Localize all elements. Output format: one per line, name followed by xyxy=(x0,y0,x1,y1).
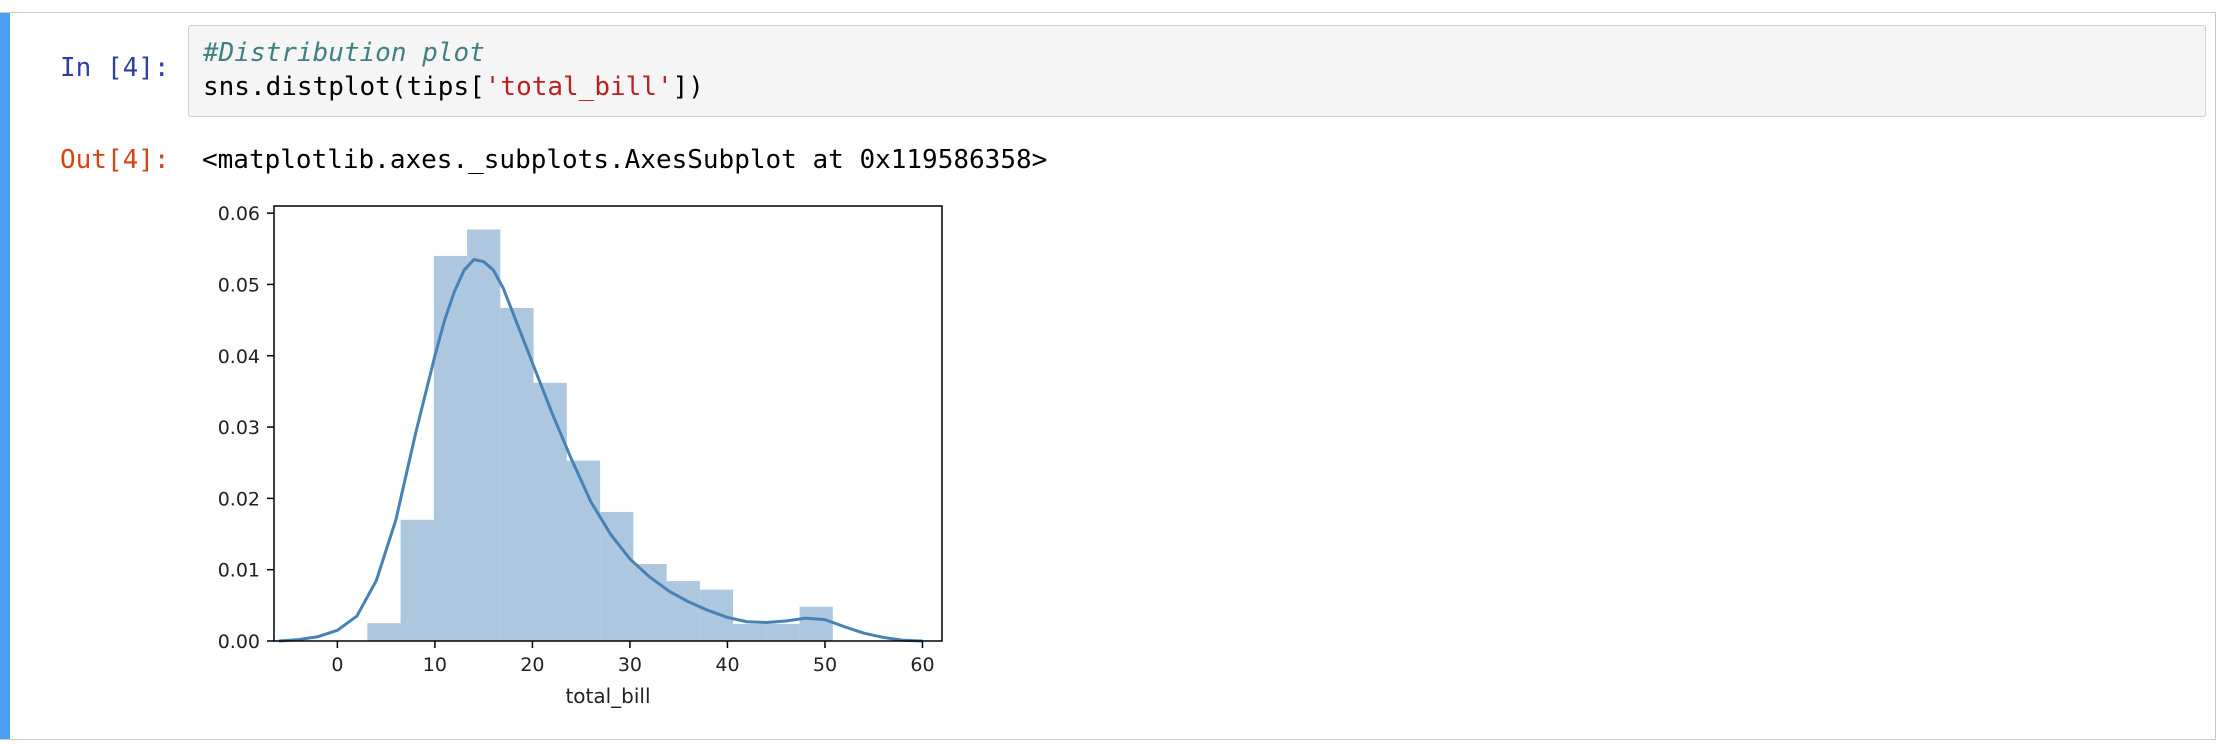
y-tick-label: 0.02 xyxy=(218,488,260,510)
code-comment: #Distribution plot xyxy=(203,38,485,68)
output-repr: <matplotlib.axes._subplots.AxesSubplot a… xyxy=(202,145,1048,175)
histogram-bar xyxy=(467,229,501,642)
code-close: ]) xyxy=(672,72,704,102)
histogram-bar xyxy=(533,382,567,641)
x-tick-label: 40 xyxy=(715,654,739,676)
y-tick-label: 0.00 xyxy=(218,631,260,653)
kde-line xyxy=(278,257,923,643)
histogram-bar xyxy=(400,519,434,641)
histogram-bar xyxy=(766,623,800,641)
x-tick-label: 20 xyxy=(520,654,544,676)
y-tick-label: 0.05 xyxy=(218,274,260,296)
histogram-bar xyxy=(666,581,700,641)
histogram-bar xyxy=(433,255,468,641)
code-call: sns.distplot(tips[ xyxy=(203,72,485,102)
distribution-plot: 0 10 20 30 40 50 60 0.00 0.01 0.02 0.03 0.04 0.05 0.0… xyxy=(218,203,943,708)
code-input-area[interactable]: #Distribution plot sns.distplot(tips['to… xyxy=(188,25,2206,117)
plot-frame xyxy=(273,205,943,642)
histogram-bar xyxy=(733,623,767,641)
cell-selection-bar xyxy=(0,13,10,739)
x-tick-label: 0 xyxy=(331,654,343,676)
code-line: sns.distplot(tips['total_bill']) xyxy=(203,70,704,104)
x-tick-label: 30 xyxy=(618,654,642,676)
y-tick-label: 0.04 xyxy=(218,346,260,368)
y-tick-label: 0.01 xyxy=(218,560,260,582)
y-tick-label: 0.03 xyxy=(218,417,260,439)
histogram-bar xyxy=(566,460,601,641)
x-tick-label: 60 xyxy=(910,654,934,676)
input-prompt: In [4]: xyxy=(60,53,170,83)
notebook-cell[interactable]: In [4]: #Distribution plot sns.distplot(… xyxy=(0,12,2216,740)
histogram-bar xyxy=(500,307,534,641)
histogram-bar xyxy=(699,589,734,641)
x-axis-label: total_bill xyxy=(565,684,650,708)
histogram-bar xyxy=(367,623,401,641)
output-prompt: Out[4]: xyxy=(60,145,170,175)
histogram-bar xyxy=(799,606,833,641)
code-string: 'total_bill' xyxy=(484,72,673,102)
x-tick-label: 10 xyxy=(423,654,447,676)
y-tick-label: 0.06 xyxy=(218,203,260,225)
histogram-bar xyxy=(600,511,634,641)
x-tick-label: 50 xyxy=(813,654,837,676)
